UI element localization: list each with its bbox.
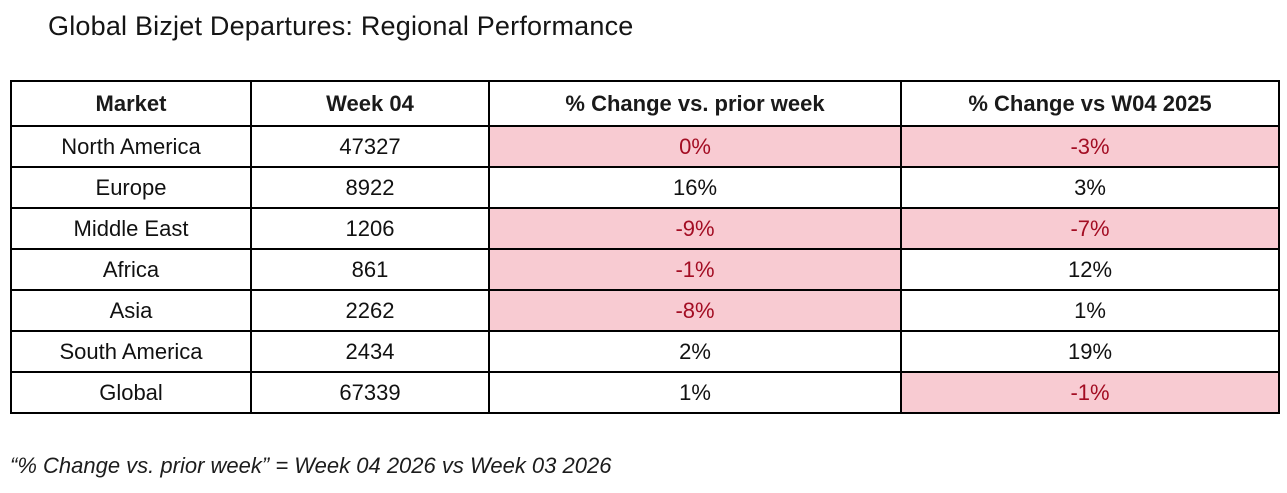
table-row: Asia 2262 -8% 1% <box>10 289 1280 332</box>
table-header: Market Week 04 % Change vs. prior week %… <box>10 80 1280 127</box>
column-header-pct-prior: % Change vs. prior week <box>488 80 902 127</box>
pct-prior-cell: -9% <box>488 207 902 250</box>
column-header-pct-yoy: % Change vs W04 2025 <box>900 80 1280 127</box>
table-header-row: Market Week 04 % Change vs. prior week %… <box>10 80 1280 127</box>
market-cell: Middle East <box>10 207 252 250</box>
pct-prior-cell: 16% <box>488 166 902 209</box>
week04-cell: 2434 <box>250 330 490 373</box>
footnote: “% Change vs. prior week” = Week 04 2026… <box>10 453 612 478</box>
regional-performance-table: Market Week 04 % Change vs. prior week %… <box>10 80 1280 414</box>
table-row: North America 47327 0% -3% <box>10 125 1280 168</box>
market-cell: South America <box>10 330 252 373</box>
pct-yoy-cell: 3% <box>900 166 1280 209</box>
table-row: South America 2434 2% 19% <box>10 330 1280 373</box>
week04-cell: 67339 <box>250 371 490 414</box>
pct-prior-cell: -1% <box>488 248 902 291</box>
table-row: Middle East 1206 -9% -7% <box>10 207 1280 250</box>
week04-cell: 861 <box>250 248 490 291</box>
week04-cell: 8922 <box>250 166 490 209</box>
market-cell: Europe <box>10 166 252 209</box>
column-header-market: Market <box>10 80 252 127</box>
pct-yoy-cell: -3% <box>900 125 1280 168</box>
market-cell: Africa <box>10 248 252 291</box>
table-row: Europe 8922 16% 3% <box>10 166 1280 209</box>
pct-yoy-cell: 1% <box>900 289 1280 332</box>
pct-prior-cell: -8% <box>488 289 902 332</box>
pct-yoy-cell: -7% <box>900 207 1280 250</box>
table-row: Global 67339 1% -1% <box>10 371 1280 414</box>
market-cell: Asia <box>10 289 252 332</box>
pct-yoy-cell: 19% <box>900 330 1280 373</box>
column-header-week04: Week 04 <box>250 80 490 127</box>
pct-prior-cell: 0% <box>488 125 902 168</box>
table-row: Africa 861 -1% 12% <box>10 248 1280 291</box>
page-title: Global Bizjet Departures: Regional Perfo… <box>48 11 634 41</box>
pct-prior-cell: 2% <box>488 330 902 373</box>
table-body: North America 47327 0% -3% Europe 8922 16% 3% Mi… <box>10 125 1280 414</box>
week04-cell: 47327 <box>250 125 490 168</box>
market-cell: North America <box>10 125 252 168</box>
pct-yoy-cell: 12% <box>900 248 1280 291</box>
pct-prior-cell: 1% <box>488 371 902 414</box>
week04-cell: 2262 <box>250 289 490 332</box>
week04-cell: 1206 <box>250 207 490 250</box>
market-cell: Global <box>10 371 252 414</box>
pct-yoy-cell: -1% <box>900 371 1280 414</box>
